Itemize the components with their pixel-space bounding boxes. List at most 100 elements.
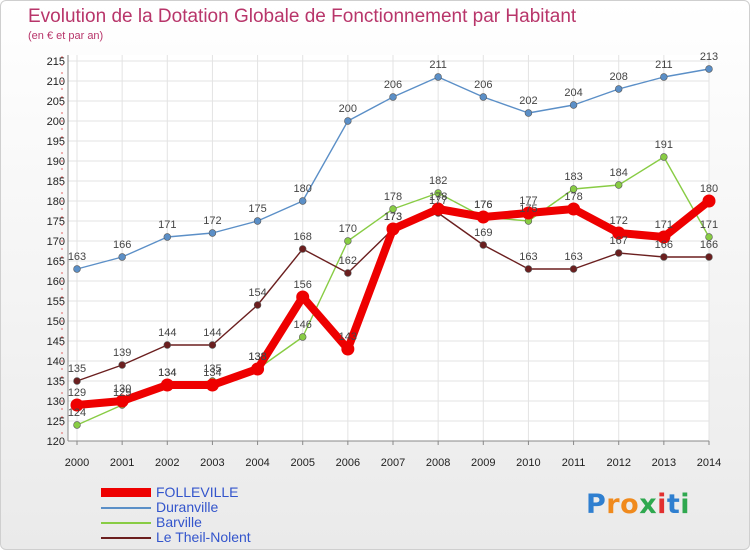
- point-duranville: [253, 217, 262, 225]
- logo-letter: x: [639, 489, 658, 520]
- data-label-duranville: 204: [564, 87, 582, 99]
- data-label-duranville: 211: [429, 59, 447, 71]
- data-label-duranville: 200: [339, 103, 357, 115]
- data-label-folleville: 138: [248, 351, 266, 363]
- y-tick-label: 205: [47, 96, 65, 108]
- data-label-duranville: 172: [203, 215, 221, 227]
- x-tick-label: 2006: [336, 457, 360, 469]
- chart-title: Evolution de la Dotation Globale de Fonc…: [28, 6, 577, 27]
- point-duranville: [299, 197, 307, 205]
- x-tick-label: 2004: [245, 457, 269, 469]
- point-duranville: [208, 229, 217, 237]
- data-label-barville: 175: [519, 203, 537, 215]
- x-tick-label: 2008: [426, 457, 450, 469]
- legend-swatch-duranville: [101, 507, 151, 509]
- data-label-le-theil-nolent: 166: [700, 239, 718, 251]
- y-tick-label: 150: [47, 316, 65, 328]
- point-barville: [569, 185, 578, 193]
- data-label-folleville: 171: [655, 219, 673, 231]
- data-label-barville: 170: [339, 223, 357, 235]
- point-le-theil-nolent: [660, 253, 668, 261]
- y-tick-label: 130: [47, 396, 65, 408]
- point-folleville: [160, 378, 174, 392]
- point-folleville: [521, 206, 535, 220]
- point-le-theil-nolent: [344, 269, 352, 277]
- data-label-barville: 138: [248, 351, 266, 363]
- point-folleville: [431, 202, 445, 216]
- logo-letter: i: [680, 489, 691, 520]
- point-folleville: [296, 290, 310, 304]
- y-tick-label: 160: [47, 276, 65, 288]
- logo-letter: i: [657, 489, 667, 520]
- chart-subtitle: (en € et par an): [28, 30, 104, 42]
- point-le-theil-nolent: [73, 377, 81, 385]
- x-tick-label: 2014: [697, 457, 721, 469]
- data-label-le-theil-nolent: 162: [339, 255, 357, 267]
- data-label-le-theil-nolent: 173: [384, 211, 402, 223]
- point-duranville: [524, 109, 533, 117]
- point-le-theil-nolent: [615, 249, 623, 257]
- legend-swatch-folleville: [101, 488, 151, 497]
- x-tick-label: 2009: [471, 457, 495, 469]
- y-tick-label: 170: [47, 236, 65, 248]
- x-tick-label: 2005: [290, 457, 314, 469]
- point-folleville: [205, 378, 219, 392]
- point-duranville: [434, 73, 442, 81]
- data-label-folleville: 156: [294, 279, 312, 291]
- data-label-duranville: 171: [158, 219, 176, 231]
- data-label-folleville: 134: [203, 367, 221, 379]
- point-folleville: [476, 210, 490, 224]
- y-tick-label: 200: [47, 116, 65, 128]
- y-tick-label: 195: [47, 136, 65, 148]
- data-label-barville: 184: [610, 167, 628, 179]
- data-label-barville: 129: [113, 387, 131, 399]
- data-label-folleville: 172: [610, 215, 628, 227]
- y-tick-label: 185: [47, 176, 65, 188]
- point-le-theil-nolent: [253, 301, 262, 309]
- data-label-barville: 135: [203, 363, 221, 375]
- x-tick-label: 2002: [155, 457, 179, 469]
- point-le-theil-nolent: [208, 341, 217, 349]
- data-label-barville: 176: [474, 199, 492, 211]
- data-label-duranville: 163: [68, 251, 86, 263]
- data-label-folleville: 129: [68, 387, 86, 399]
- data-label-le-theil-nolent: 166: [655, 239, 673, 251]
- point-duranville: [389, 93, 397, 101]
- data-label-duranville: 211: [655, 59, 673, 71]
- data-label-le-theil-nolent: 135: [68, 363, 86, 375]
- point-barville: [660, 153, 668, 161]
- point-duranville: [660, 73, 668, 81]
- point-le-theil-nolent: [569, 265, 578, 273]
- point-folleville: [386, 222, 400, 236]
- data-label-le-theil-nolent: 144: [203, 327, 221, 339]
- point-folleville: [567, 202, 581, 216]
- point-le-theil-nolent: [524, 265, 533, 273]
- data-label-barville: 146: [294, 319, 312, 331]
- data-label-barville: 183: [564, 171, 582, 183]
- legend-label-le-theil-nolent: Le Theil-Nolent: [156, 529, 251, 545]
- legend-label-folleville: FOLLEVILLE: [156, 484, 239, 500]
- point-duranville: [705, 65, 713, 73]
- point-folleville: [251, 362, 265, 376]
- y-tick-label: 180: [47, 196, 65, 208]
- data-label-le-theil-nolent: 163: [519, 251, 537, 263]
- data-label-duranville: 175: [248, 203, 266, 215]
- x-tick-label: 2013: [652, 457, 676, 469]
- point-barville: [705, 233, 713, 241]
- point-folleville: [70, 398, 84, 412]
- y-tick-label: 140: [47, 356, 65, 368]
- x-tick-label: 2007: [381, 457, 405, 469]
- data-label-folleville: 178: [564, 191, 582, 203]
- point-barville: [389, 205, 397, 213]
- data-label-barville: 178: [384, 191, 402, 203]
- data-label-le-theil-nolent: 154: [248, 287, 266, 299]
- point-barville: [344, 237, 352, 245]
- point-folleville: [702, 194, 716, 208]
- x-tick-label: 2000: [65, 457, 89, 469]
- data-label-duranville: 180: [294, 183, 312, 195]
- data-label-duranville: 206: [384, 79, 402, 91]
- data-label-duranville: 166: [113, 239, 131, 251]
- point-barville: [615, 181, 623, 189]
- y-tick-label: 210: [47, 76, 65, 88]
- point-barville: [73, 421, 81, 429]
